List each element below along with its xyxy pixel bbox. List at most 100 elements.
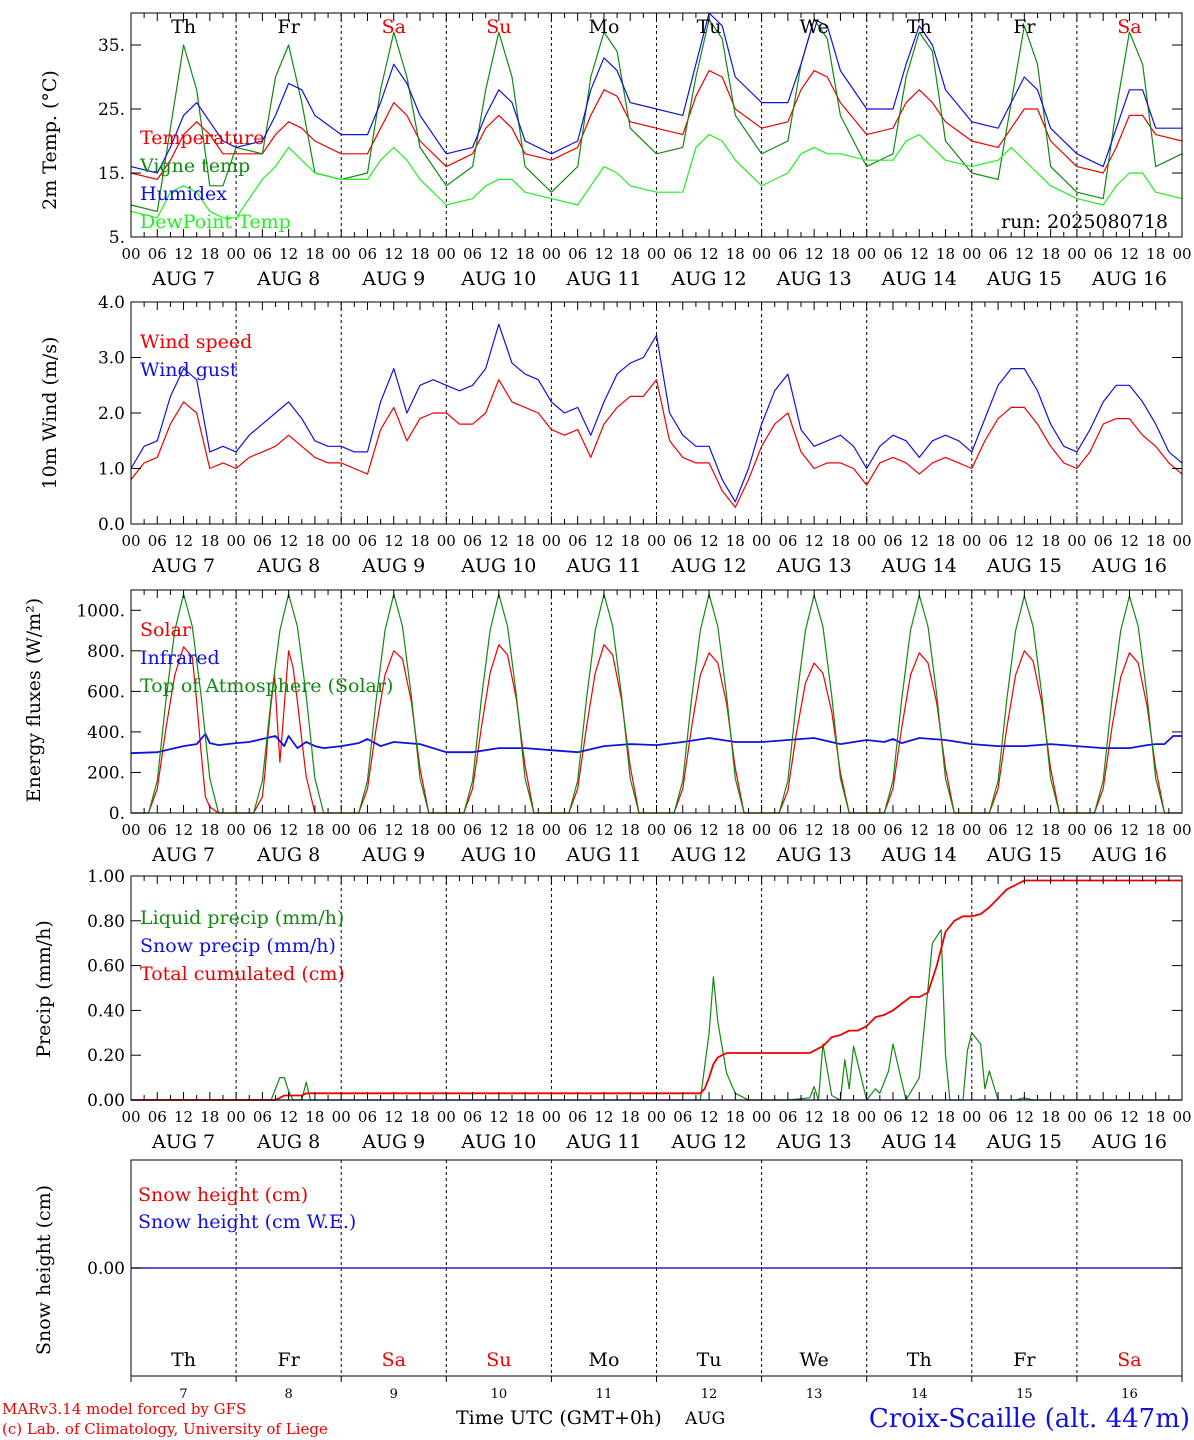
hour-label: 18 (200, 245, 219, 263)
hour-label: 00 (227, 821, 246, 839)
hour-label: 18 (305, 245, 324, 263)
wind-time-axis-labels: 00 06 12 18 00 06 12 18 00 06 12 18 00 06 12 18 00 06 12 18… (121, 532, 1191, 577)
day-number-label: 12 (701, 1387, 718, 1402)
legend-top-of-atmosphere: Top of Atmosphere (Solar) (140, 675, 393, 697)
hour-label: 00 (121, 245, 140, 263)
hour-label: 12 (279, 1108, 298, 1126)
hour-label: 12 (594, 532, 613, 550)
hour-label: 06 (148, 821, 167, 839)
hour-label: 00 (437, 1108, 456, 1126)
day-of-week-label: Fr (278, 1349, 301, 1371)
y-tick-label: 0.20 (87, 1046, 125, 1066)
day-of-week-label: Fr (1013, 16, 1036, 38)
date-label: AUG 8 (256, 844, 320, 866)
hour-label: 00 (332, 1108, 351, 1126)
hour-label: 06 (358, 532, 377, 550)
hour-label: 00 (227, 532, 246, 550)
energy-y-axis-title: Energy fluxes (W/m²) (23, 598, 45, 802)
hour-label: 18 (305, 821, 324, 839)
hour-label: 00 (437, 245, 456, 263)
energy-panel: 0. 200. 400. 600. 800. 1000. 00 06 12 18 00 06 12 18… (23, 589, 1192, 866)
day-number-label: 15 (1016, 1387, 1033, 1402)
hour-label: 18 (726, 245, 745, 263)
hour-label: 18 (516, 532, 535, 550)
date-label: AUG 11 (565, 1131, 641, 1153)
date-label: AUG 14 (881, 268, 957, 290)
y-tick-label: 400. (87, 723, 125, 743)
hour-label: 12 (279, 532, 298, 550)
temperature-panel: 5. 15. 25. 35. Th Fr Sa Su Mo Tu We Th Fr Sa 00 06 12 1… (39, 12, 1192, 290)
day-of-week-label: We (800, 16, 829, 38)
hour-label: 18 (936, 532, 955, 550)
energy-time-axis-labels: 00 06 12 18 00 06 12 18 00 06 12 18 00 06 12 18 00 06 12 18… (121, 821, 1191, 866)
date-label: AUG 7 (151, 555, 215, 577)
hour-label: 00 (857, 1108, 876, 1126)
legend-liquid-precip: Liquid precip (mm/h) (140, 907, 344, 929)
day-of-week-label: Mo (588, 16, 619, 38)
hour-label: 12 (279, 821, 298, 839)
date-label: AUG 9 (361, 268, 425, 290)
legend-total-cumulated: Total cumulated (cm) (140, 963, 345, 985)
hour-label: 00 (1172, 245, 1191, 263)
snow-day-number-labels: 7 8 9 10 11 12 13 14 15 16 (179, 1387, 1137, 1402)
legend-humidex: Humidex (140, 183, 227, 205)
hour-label: 06 (568, 1108, 587, 1126)
y-tick-label: 200. (87, 763, 125, 783)
date-label: AUG 9 (361, 555, 425, 577)
hour-label: 18 (1041, 532, 1060, 550)
hour-label: 00 (1067, 245, 1086, 263)
day-of-week-label: Tu (697, 16, 722, 38)
day-of-week-label: Sa (382, 16, 406, 38)
hour-label: 00 (332, 245, 351, 263)
hour-label: 18 (621, 1108, 640, 1126)
day-of-week-label: Th (907, 16, 932, 38)
hour-label: 18 (831, 532, 850, 550)
hour-label: 00 (437, 532, 456, 550)
day-number-label: 9 (390, 1387, 398, 1402)
temperature-series (130, 12, 1183, 219)
series-line-dewpoint-temp (130, 134, 1183, 219)
date-label: AUG 11 (565, 555, 641, 577)
hour-label: 12 (384, 1108, 403, 1126)
y-tick-label: 25. (98, 100, 125, 120)
hour-label: 12 (700, 1108, 719, 1126)
date-label: AUG 7 (151, 268, 215, 290)
legend-snow-precip: Snow precip (mm/h) (140, 935, 336, 957)
hour-label: 06 (778, 245, 797, 263)
day-of-week-label: Su (486, 1349, 511, 1371)
hour-label: 00 (857, 821, 876, 839)
hour-label: 00 (227, 245, 246, 263)
hour-label: 12 (805, 1108, 824, 1126)
hour-label: 18 (410, 245, 429, 263)
hour-label: 00 (542, 821, 561, 839)
day-gridlines (235, 590, 1078, 813)
hour-label: 06 (883, 245, 902, 263)
hour-label: 18 (410, 1108, 429, 1126)
hour-label: 06 (989, 1108, 1008, 1126)
day-number-label: 14 (911, 1387, 928, 1402)
hour-label: 00 (962, 1108, 981, 1126)
y-tick-label: 0.00 (87, 1091, 125, 1111)
hour-label: 18 (305, 1108, 324, 1126)
y-tick-label: 4.0 (98, 293, 125, 313)
hour-label: 00 (121, 821, 140, 839)
y-tick-label: 800. (87, 642, 125, 662)
hour-label: 06 (883, 821, 902, 839)
hour-label: 12 (174, 532, 193, 550)
hour-label: 00 (647, 245, 666, 263)
series-line-wind-gust (130, 323, 1183, 503)
hour-label: 00 (1067, 821, 1086, 839)
hour-label: 12 (700, 532, 719, 550)
series-line-wind-speed (130, 379, 1183, 508)
y-tick-label: 35. (98, 36, 125, 56)
day-of-week-label: Su (486, 16, 511, 38)
date-label: AUG 13 (776, 555, 852, 577)
hour-label: 00 (437, 821, 456, 839)
time-axis-title: Time UTC (GMT+0h) (456, 1407, 662, 1429)
date-label: AUG 13 (776, 268, 852, 290)
hour-label: 12 (489, 821, 508, 839)
y-tick-label: 0.40 (87, 1001, 125, 1021)
y-tick-label: 1.00 (87, 867, 125, 887)
date-label: AUG 16 (1091, 268, 1167, 290)
hour-label: 00 (1172, 532, 1191, 550)
